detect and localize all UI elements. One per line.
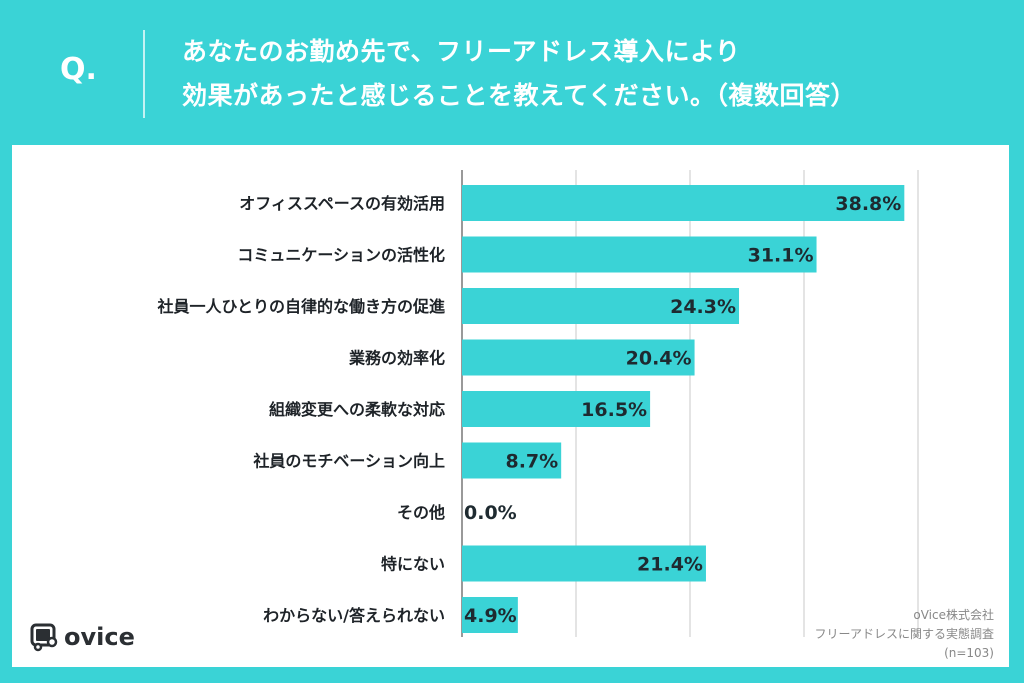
ovice-logo-text: ovice (64, 623, 135, 651)
ovice-logo: ovice (30, 622, 135, 652)
bar (462, 442, 562, 479)
bar (462, 391, 651, 427)
source-note: oVice株式会社 フリーアドレスに関する実態調査 (n=103) (814, 606, 994, 663)
question-title-line2: 効果があったと感じることを教えてください。（複数回答） (182, 81, 857, 110)
question-title-line1: あなたのお勤め先で、フリーアドレス導入により (182, 37, 741, 66)
source-sample-size: (n=103) (944, 646, 994, 660)
category-label: その他 (397, 503, 445, 522)
header-divider (143, 30, 145, 118)
bar (462, 288, 740, 324)
source-survey: フリーアドレスに関する実態調査 (814, 627, 994, 641)
bar (462, 545, 706, 582)
value-label: 8.7% (505, 451, 558, 473)
value-label: 38.8% (835, 193, 901, 215)
category-label: オフィススペースの有効活用 (239, 194, 445, 213)
category-label: 特にない (381, 555, 445, 574)
category-label: 組織変更への柔軟な対応 (269, 400, 445, 419)
question-title: あなたのお勤め先で、フリーアドレス導入により 効果があったと感じることを教えてく… (182, 30, 856, 118)
value-label: 31.1% (748, 245, 814, 267)
ovice-logo-icon (30, 623, 58, 652)
value-label: 20.4% (626, 348, 692, 370)
value-label: 16.5% (581, 399, 647, 421)
value-label: 0.0% (464, 502, 517, 524)
category-label: 社員一人ひとりの自律的な働き方の促進 (156, 297, 445, 316)
value-label: 21.4% (637, 554, 703, 576)
bar (462, 185, 905, 221)
category-label: 業務の効率化 (348, 349, 445, 368)
bar (462, 339, 695, 376)
source-company: oVice株式会社 (913, 608, 994, 622)
category-label: わからない/答えられない (263, 606, 445, 625)
question-mark: Q. (60, 52, 97, 87)
bar (462, 597, 518, 633)
value-label: 4.9% (464, 605, 517, 627)
category-label: コミュニケーションの活性化 (237, 246, 445, 265)
value-label: 24.3% (670, 296, 736, 318)
bar (462, 236, 817, 273)
category-label: 社員のモチベーション向上 (252, 452, 445, 471)
